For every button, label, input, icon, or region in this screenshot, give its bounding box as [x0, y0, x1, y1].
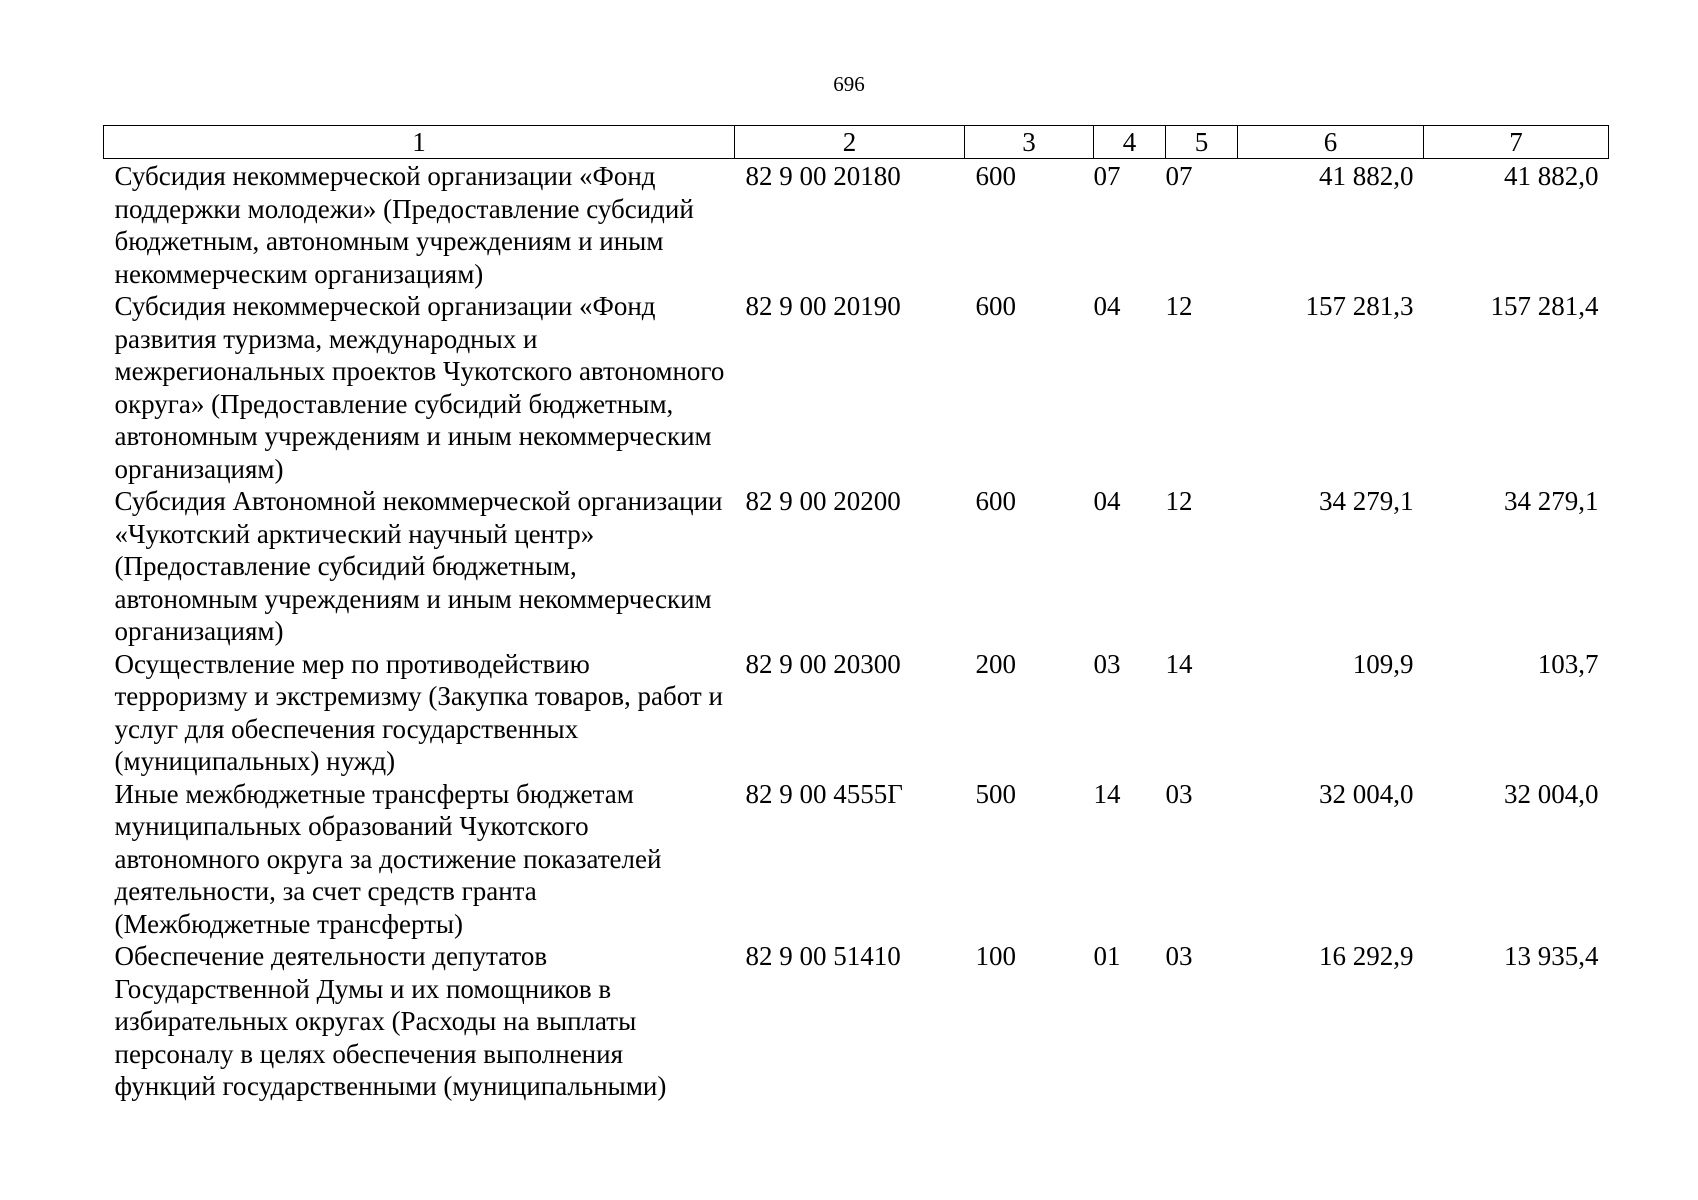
- row-amount1: 16 292,9: [1319, 941, 1414, 971]
- page-number: 696: [833, 72, 865, 96]
- column-header-code: 2: [734, 125, 965, 159]
- row-amount2: 41 882,0: [1504, 161, 1599, 191]
- row-code: 82 9 00 20190: [745, 291, 901, 321]
- row-amount2: 157 281,4: [1490, 291, 1599, 321]
- row-amount1: 41 882,0: [1319, 161, 1414, 191]
- table-row: Обеспечение деятельности депутатов Госуд…: [104, 940, 1609, 1103]
- row-group: 100: [975, 941, 1017, 971]
- table-row: Иные межбюджетные трансферты бюджетам му…: [104, 778, 1609, 941]
- row-subsection: 12: [1165, 486, 1193, 516]
- row-name: Субсидия некоммерческой организации «Фон…: [114, 161, 694, 289]
- row-subsection: 12: [1165, 291, 1193, 321]
- column-header-section: 4: [1093, 125, 1166, 159]
- row-section: 07: [1093, 161, 1121, 191]
- row-name: Осуществление мер по противодействию тер…: [114, 648, 723, 777]
- row-subsection: 03: [1165, 941, 1193, 971]
- row-amount1: 109,9: [1352, 648, 1414, 679]
- row-group: 600: [975, 291, 1017, 321]
- row-section: 04: [1093, 291, 1121, 321]
- column-header-amount2: 7: [1423, 125, 1609, 159]
- budget-table: 1 2 3 4 5 6 7 Субсидия некоммерческой ор…: [103, 125, 1609, 1103]
- row-code: 82 9 00 20180: [745, 161, 901, 191]
- row-amount2: 32 004,0: [1504, 778, 1599, 809]
- row-subsection: 03: [1165, 778, 1193, 809]
- column-header-subsection: 5: [1165, 125, 1238, 159]
- row-amount1: 32 004,0: [1319, 778, 1414, 809]
- row-subsection: 07: [1165, 161, 1193, 191]
- row-amount2: 34 279,1: [1504, 486, 1599, 516]
- row-amount1: 157 281,3: [1305, 291, 1414, 321]
- row-section: 03: [1093, 648, 1121, 679]
- column-header-name: 1: [103, 125, 735, 159]
- row-amount1: 34 279,1: [1319, 486, 1414, 516]
- row-section: 04: [1093, 486, 1121, 516]
- row-name: Иные межбюджетные трансферты бюджетам му…: [114, 778, 662, 939]
- column-header-group: 3: [964, 125, 1094, 159]
- table-row: Субсидия некоммерческой организации «Фон…: [104, 290, 1609, 485]
- row-group: 200: [975, 648, 1017, 679]
- row-name: Субсидия Автономной некоммерческой орган…: [114, 486, 723, 646]
- row-group: 500: [975, 778, 1017, 809]
- column-header-amount1: 6: [1237, 125, 1424, 159]
- row-name: Субсидия некоммерческой организации «Фон…: [114, 291, 725, 484]
- row-amount2: 103,7: [1537, 648, 1599, 679]
- row-code: 82 9 00 51410: [745, 941, 901, 971]
- row-name: Обеспечение деятельности депутатов Госуд…: [114, 941, 667, 1101]
- table-header-row: 1 2 3 4 5 6 7: [103, 125, 1609, 159]
- row-subsection: 14: [1165, 648, 1193, 679]
- table-row: Осуществление мер по противодействию тер…: [104, 648, 1609, 778]
- row-group: 600: [975, 161, 1017, 191]
- row-section: 01: [1093, 941, 1121, 971]
- table-row: Субсидия Автономной некоммерческой орган…: [104, 485, 1609, 648]
- row-code: 82 9 00 20200: [745, 486, 901, 516]
- row-section: 14: [1093, 778, 1121, 809]
- row-amount2: 13 935,4: [1504, 941, 1599, 971]
- row-code: 82 9 00 20300: [745, 648, 901, 679]
- row-group: 600: [975, 486, 1017, 516]
- table-row: Субсидия некоммерческой организации «Фон…: [104, 159, 1609, 291]
- row-code: 82 9 00 4555Г: [745, 778, 903, 809]
